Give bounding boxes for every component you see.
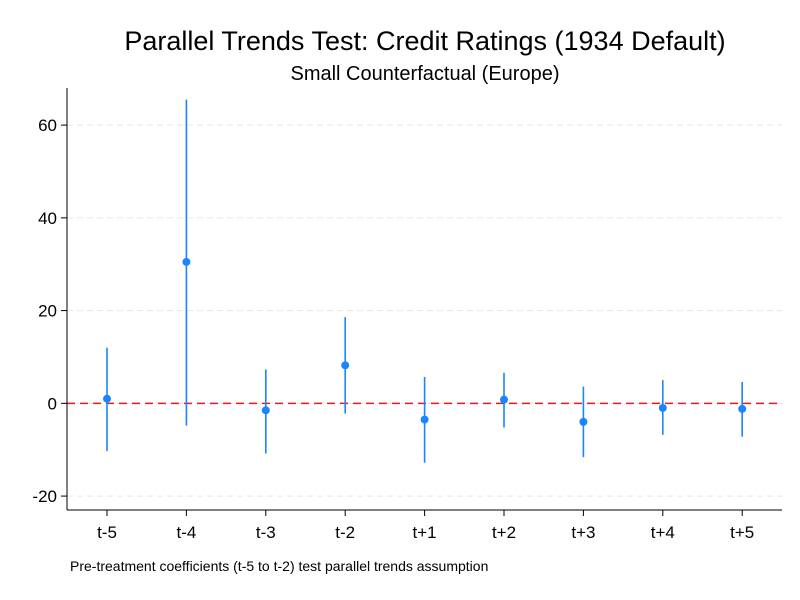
- chart-subtitle: Small Counterfactual (Europe): [290, 63, 559, 85]
- point-estimate: [738, 404, 747, 413]
- chart-note: Pre-treatment coefficients (t-5 to t-2) …: [70, 558, 488, 574]
- point-estimate: [103, 394, 111, 403]
- y-ticks: -20 0 20 40 60: [32, 116, 67, 506]
- point-estimate: [261, 406, 270, 415]
- x-tick-label: t-5: [97, 523, 117, 542]
- point-estimate: [579, 417, 588, 426]
- y-tick-label: 40: [38, 209, 57, 228]
- point-estimate: [341, 361, 350, 370]
- plot-area: [103, 99, 747, 463]
- point-estimate: [658, 403, 667, 412]
- point-estimate: [500, 395, 508, 404]
- x-tick-label: t+2: [492, 523, 516, 542]
- x-tick-label: t-4: [176, 523, 196, 542]
- x-tick-label: t+4: [651, 523, 675, 542]
- y-tick-label: 20: [38, 302, 57, 321]
- x-tick-label: t-2: [335, 523, 355, 542]
- x-tick-label: t+3: [571, 523, 595, 542]
- x-tick-label: t-3: [256, 523, 276, 542]
- chart-title: Parallel Trends Test: Credit Ratings (19…: [124, 26, 725, 56]
- point-estimate: [420, 415, 429, 424]
- y-tick-label: 60: [38, 116, 57, 135]
- x-tick-label: t+1: [413, 523, 437, 542]
- point-estimate: [182, 257, 191, 266]
- y-tick-label: -20: [32, 487, 57, 506]
- x-tick-label: t+5: [730, 523, 754, 542]
- y-tick-label: 0: [48, 394, 57, 413]
- x-ticks: t-5 t-4 t-3 t-2 t+1 t+2 t+3 t+4 t+5: [97, 510, 754, 542]
